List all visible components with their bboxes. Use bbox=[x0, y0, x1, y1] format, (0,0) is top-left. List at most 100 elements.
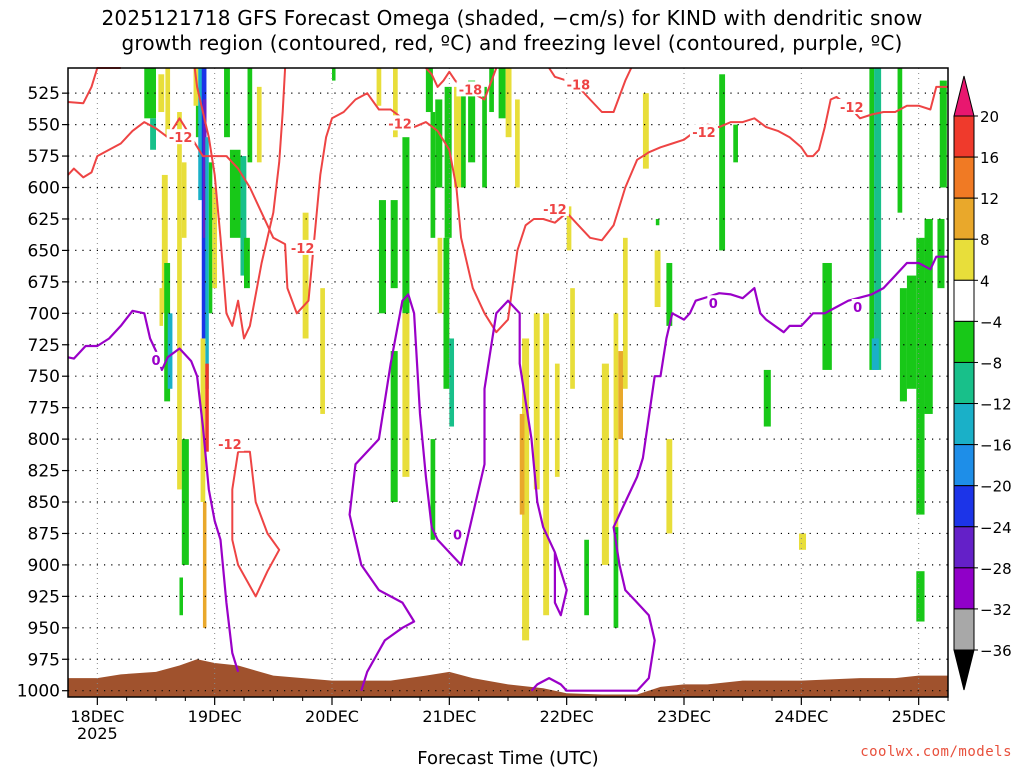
omega-cell bbox=[376, 68, 382, 106]
colorbar-label: −16 bbox=[980, 437, 1012, 455]
colorbar-top-arrow bbox=[953, 75, 975, 117]
omega-cell bbox=[177, 112, 182, 490]
colorbar-label: 16 bbox=[980, 149, 999, 167]
freezing-contour-line bbox=[530, 255, 948, 692]
omega-cell bbox=[798, 533, 807, 550]
y-tick-label: 600 bbox=[28, 179, 60, 199]
omega-cell bbox=[763, 369, 771, 427]
omega-cell bbox=[461, 86, 466, 188]
freezing-contour-line bbox=[348, 293, 568, 692]
omega-cell bbox=[522, 338, 530, 641]
dgz-contour-label-bg bbox=[689, 124, 718, 140]
y-axis: 525 550 575 600 625 650 675 700 725 750 775 800 825 8… bbox=[17, 84, 68, 702]
freezing-contour-label: 0 bbox=[151, 354, 160, 369]
omega-cell bbox=[937, 218, 945, 289]
freezing-contour-label: 0 bbox=[453, 529, 462, 544]
dgz-contour-label-bg bbox=[564, 76, 593, 92]
colorbar-swatch bbox=[953, 279, 975, 322]
omega-shading-layer bbox=[144, 68, 947, 641]
omega-cell bbox=[443, 237, 450, 389]
x-tick-label: 22DEC bbox=[540, 707, 594, 726]
omega-cell bbox=[939, 80, 947, 188]
freezing-contour-line bbox=[67, 309, 240, 673]
y-tick-label: 725 bbox=[28, 336, 60, 356]
freezing-contour-label-bg bbox=[707, 295, 720, 311]
colorbar-label: −20 bbox=[980, 478, 1012, 496]
omega-cell bbox=[205, 363, 209, 452]
omega-cell bbox=[437, 237, 443, 314]
colorbar-label: 12 bbox=[980, 190, 999, 208]
omega-cell bbox=[906, 275, 917, 389]
y-tick-label: 900 bbox=[28, 556, 60, 576]
dgz-contour-line bbox=[67, 67, 121, 105]
colorbar-label: 8 bbox=[980, 231, 990, 249]
y-tick-label: 575 bbox=[28, 147, 60, 167]
y-tick-label: 1000 bbox=[17, 682, 60, 702]
y-tick-label: 975 bbox=[28, 650, 60, 670]
colorbar-swatch bbox=[953, 115, 975, 158]
omega-cell bbox=[256, 86, 262, 163]
colorbar-swatch bbox=[953, 567, 975, 610]
omega-cell bbox=[655, 218, 660, 226]
x-tick-label: 21DEC bbox=[422, 707, 476, 726]
dgz-contour-label: -18 bbox=[567, 78, 591, 93]
omega-cell bbox=[519, 413, 525, 515]
colorbar-label: 20 bbox=[980, 108, 999, 126]
dgz-contour-label-bg bbox=[456, 81, 485, 97]
omega-cell bbox=[719, 74, 726, 251]
omega-cell bbox=[874, 68, 882, 370]
omega-cell bbox=[505, 68, 512, 138]
credit-text: coolwx.com/models bbox=[860, 744, 1012, 760]
freezing-contour-label: 0 bbox=[853, 301, 862, 316]
terrain-area bbox=[68, 659, 948, 697]
omega-cell bbox=[430, 439, 436, 540]
dgz-contour-label: -12 bbox=[388, 117, 412, 132]
y-tick-label: 550 bbox=[28, 116, 60, 136]
dgz-contour-label-bg bbox=[837, 98, 866, 114]
colorbar-label: −24 bbox=[980, 519, 1012, 537]
x-axis-label: Forecast Time (UTC) bbox=[417, 748, 598, 768]
colorbar-swatch bbox=[953, 608, 975, 651]
colorbar-swatch bbox=[953, 156, 975, 199]
omega-cell bbox=[205, 137, 209, 389]
omega-cell bbox=[871, 338, 879, 370]
x-tick-label: 20DEC bbox=[305, 707, 359, 726]
omega-cell bbox=[482, 86, 487, 188]
dgz-contour-line bbox=[193, 67, 287, 340]
omega-cell bbox=[144, 68, 156, 119]
omega-cell bbox=[733, 124, 738, 163]
omega-cell bbox=[449, 338, 455, 427]
colorbar-label: 4 bbox=[980, 272, 990, 290]
omega-cell bbox=[666, 262, 673, 326]
y-tick-label: 925 bbox=[28, 587, 60, 607]
omega-cell bbox=[924, 218, 933, 414]
omega-cell bbox=[393, 68, 398, 138]
dgz-contour-label-bg bbox=[540, 200, 569, 216]
colorbar-swatch bbox=[953, 485, 975, 528]
dgz-contour-label-bg bbox=[386, 115, 415, 131]
omega-cell bbox=[554, 363, 560, 477]
omega-cell bbox=[468, 80, 476, 163]
omega-cell bbox=[584, 539, 589, 616]
omega-cell bbox=[515, 99, 520, 188]
y-tick-label: 850 bbox=[28, 493, 60, 513]
omega-cell bbox=[161, 174, 168, 314]
colorbar-swatch bbox=[953, 403, 975, 446]
chart-title: 2025121718 GFS Forecast Omega (shaded, −… bbox=[0, 6, 1024, 56]
y-tick-label: 825 bbox=[28, 462, 60, 482]
omega-cell bbox=[613, 313, 619, 540]
colorbar-label: −4 bbox=[980, 313, 1002, 331]
omega-cell bbox=[444, 86, 452, 238]
dgz-contour-label: -12 bbox=[218, 438, 242, 453]
freezing-contour-label-bg bbox=[851, 299, 864, 315]
dgz-contour-label: -12 bbox=[169, 131, 193, 146]
omega-cell bbox=[244, 237, 250, 289]
omega-cell bbox=[642, 93, 649, 169]
y-tick-label: 525 bbox=[28, 84, 60, 104]
dgz-contour-label-bg bbox=[166, 129, 195, 145]
omega-cell bbox=[390, 200, 398, 289]
terrain-layer bbox=[68, 659, 948, 697]
omega-cell bbox=[179, 577, 183, 616]
colorbar-swatch bbox=[953, 361, 975, 405]
